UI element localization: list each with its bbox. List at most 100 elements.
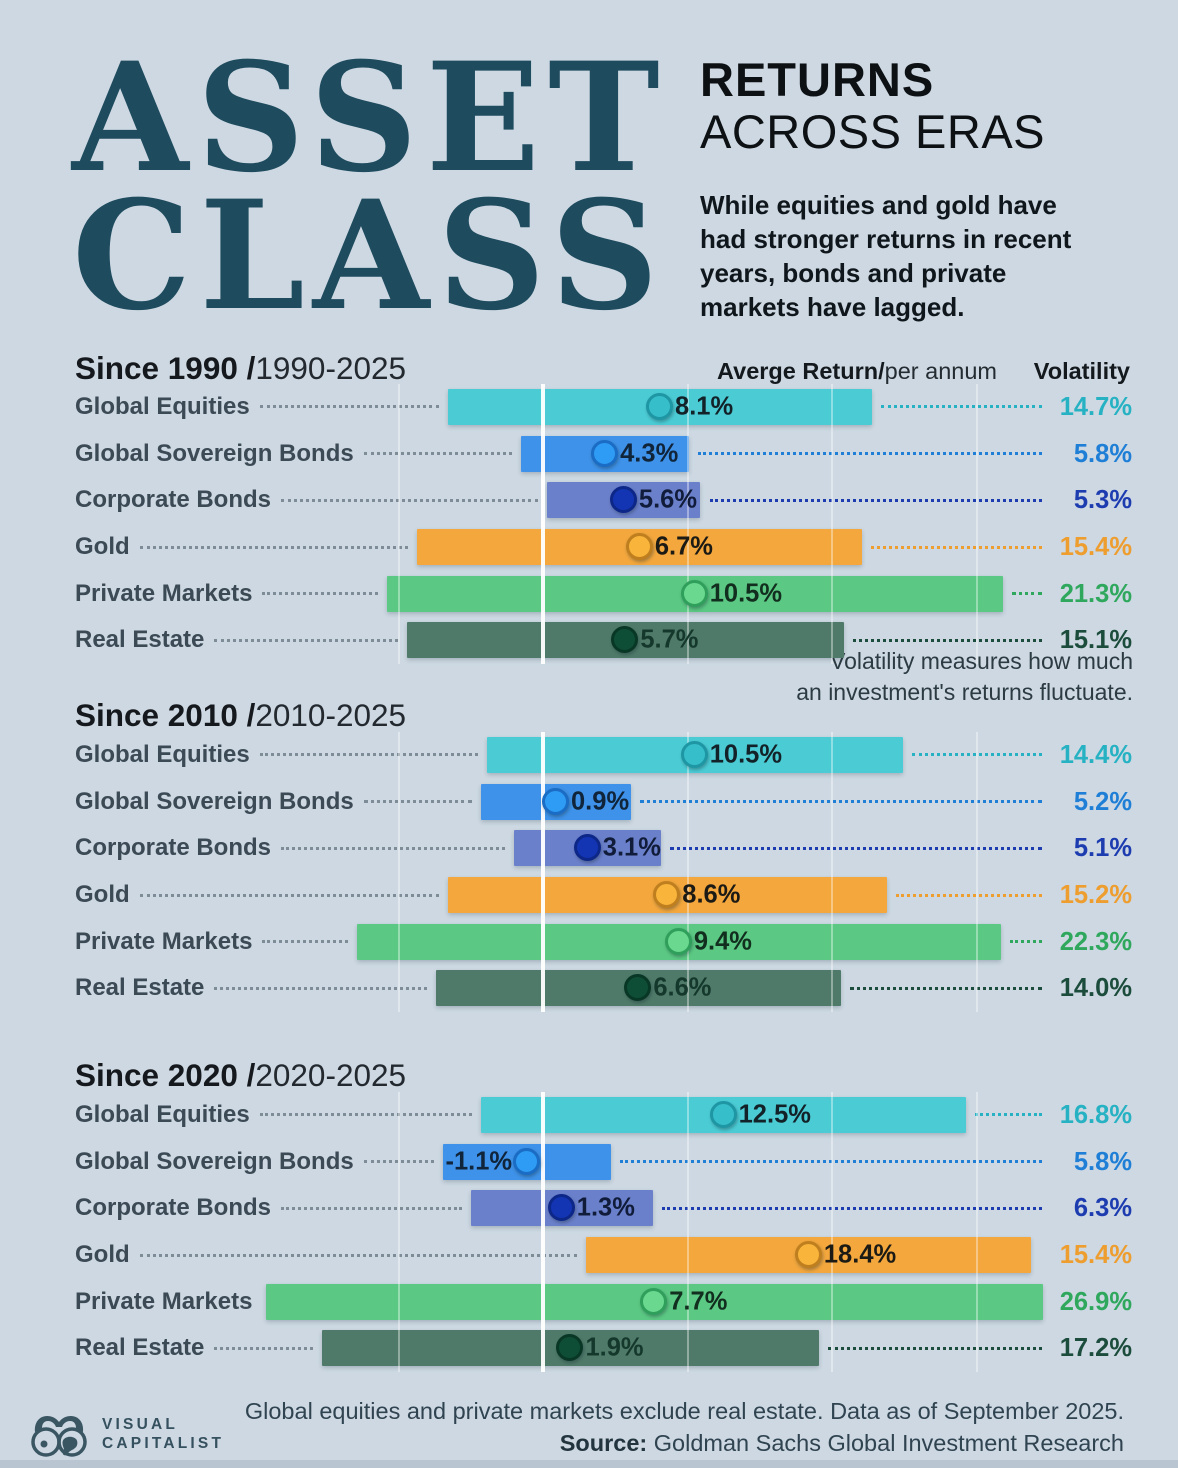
- leader-line-right: [1010, 940, 1042, 944]
- asset-label: Private Markets: [75, 927, 253, 955]
- asset-label: Corporate Bonds: [75, 1194, 272, 1222]
- volatility-value: 15.2%: [1059, 881, 1132, 910]
- gridline: [831, 1091, 833, 1372]
- average-return-marker: [680, 579, 708, 607]
- gridline: [397, 383, 400, 664]
- average-return-marker: [625, 533, 653, 561]
- average-return-marker: [611, 626, 639, 654]
- asset-label: Global Sovereign Bonds: [75, 787, 354, 815]
- volatility-value: 5.8%: [1073, 1147, 1132, 1176]
- volatility-value: 15.1%: [1059, 626, 1132, 655]
- average-return-value: 12.5%: [738, 1100, 811, 1129]
- section-title-since-2020: Since 2020 /2020-2025: [75, 1057, 407, 1093]
- leader-line-right: [849, 986, 1042, 990]
- leader-line-left: [214, 986, 428, 990]
- volatility-value: 5.8%: [1073, 439, 1132, 468]
- leader-line-right: [709, 498, 1042, 502]
- average-return-value: 10.5%: [709, 578, 783, 607]
- average-return-value: 4.3%: [620, 438, 679, 467]
- bottom-strip: [0, 1460, 1178, 1468]
- average-return-value: 6.6%: [653, 973, 712, 1002]
- volatility-value: 5.3%: [1073, 486, 1132, 515]
- asset-label: Global Sovereign Bonds: [75, 439, 354, 467]
- asset-label: Real Estate: [75, 626, 205, 654]
- asset-label: Global Equities: [75, 392, 250, 420]
- leader-line-left: [140, 1253, 578, 1257]
- leader-line-left: [214, 638, 399, 642]
- asset-label: Real Estate: [75, 974, 205, 1002]
- gridline: [975, 1091, 978, 1372]
- volatility-value: 5.2%: [1073, 787, 1132, 816]
- leader-line-left: [214, 1346, 313, 1350]
- main-title: ASSET CLASS: [72, 30, 668, 344]
- volatility-value: 21.3%: [1059, 579, 1132, 608]
- main-title-line2: CLASS: [72, 168, 667, 344]
- volatility-value: 14.0%: [1059, 974, 1132, 1003]
- average-return-marker: [646, 392, 674, 420]
- asset-label: Private Markets: [75, 579, 253, 607]
- average-return-value: 8.1%: [675, 392, 734, 421]
- asset-label: Private Markets: [75, 1287, 253, 1315]
- section-rows-since-2020: Global Equities 12.5% 16.8% Global Sovereig…: [0, 1091, 1178, 1372]
- average-return-value: 3.1%: [602, 833, 661, 862]
- section-title-since-1990: Since 1990 /1990-2025: [75, 350, 407, 386]
- average-return-marker: [640, 1287, 668, 1315]
- zero-gridline: [541, 1091, 545, 1372]
- leader-line-right: [975, 1113, 1042, 1117]
- asset-label: Global Equities: [75, 740, 250, 768]
- main-title-line1: ASSET: [72, 30, 668, 206]
- average-return-marker: [573, 834, 601, 862]
- gridline: [686, 1091, 689, 1372]
- leader-line-right: [1011, 592, 1042, 596]
- zero-gridline: [541, 731, 545, 1012]
- asset-label: Global Equities: [75, 1100, 250, 1128]
- visual-capitalist-logo: VISUAL CAPITALIST: [28, 1406, 224, 1462]
- binoculars-icon: [31, 1416, 87, 1457]
- gridline: [975, 731, 978, 1012]
- leader-line-right: [881, 405, 1042, 409]
- average-return-marker: [513, 1147, 541, 1175]
- average-return-marker: [556, 1334, 584, 1362]
- subtitle-across-eras: ACROSS ERAS: [700, 105, 1046, 158]
- logo-text: VISUAL CAPITALIST: [102, 1416, 225, 1452]
- header-right: RETURNS ACROSS ERAS While equities and g…: [700, 54, 1120, 324]
- volatility-value: 16.8%: [1059, 1100, 1132, 1129]
- volatility-value: 17.2%: [1059, 1334, 1132, 1363]
- gridline: [831, 731, 833, 1012]
- gridline: [975, 383, 978, 664]
- volatility-note: Volatility measures how much an investme…: [796, 648, 1133, 705]
- average-return-marker: [680, 740, 708, 768]
- volatility-value: 5.1%: [1073, 834, 1132, 863]
- leader-line-left: [140, 545, 409, 549]
- average-return-marker: [653, 881, 681, 909]
- leader-line-right: [697, 452, 1042, 456]
- average-return-value: 8.6%: [682, 880, 741, 909]
- average-return-marker: [624, 974, 652, 1002]
- leader-line-right: [670, 846, 1042, 850]
- leader-line-left: [260, 405, 439, 409]
- average-return-value: 5.7%: [640, 625, 699, 654]
- volatility-value: 6.3%: [1073, 1194, 1132, 1223]
- leader-line-left: [262, 592, 378, 596]
- average-return-value: 6.7%: [654, 532, 713, 561]
- average-return-marker: [794, 1241, 822, 1269]
- leader-line-left: [140, 893, 439, 897]
- volatility-value: 15.4%: [1059, 533, 1132, 562]
- leader-line-left: [281, 498, 539, 502]
- average-return-marker: [609, 486, 637, 514]
- zero-gridline: [541, 383, 545, 664]
- asset-label: Gold: [75, 533, 130, 561]
- asset-label: Gold: [75, 881, 130, 909]
- intro-text: While equities and gold have had stronge…: [700, 190, 1072, 322]
- average-return-value: 0.9%: [571, 786, 630, 815]
- leader-line-right: [661, 1206, 1042, 1210]
- average-return-value: 9.4%: [693, 926, 752, 955]
- gridline: [686, 383, 689, 664]
- average-return-marker: [664, 927, 692, 955]
- leader-line-left: [260, 753, 478, 757]
- leader-line-right: [640, 800, 1042, 804]
- leader-line-left: [281, 1206, 462, 1210]
- section-rows-since-1990: Global Equities 8.1% 14.7% Global Sovereign…: [0, 383, 1178, 664]
- volatility-value: 15.4%: [1059, 1241, 1132, 1270]
